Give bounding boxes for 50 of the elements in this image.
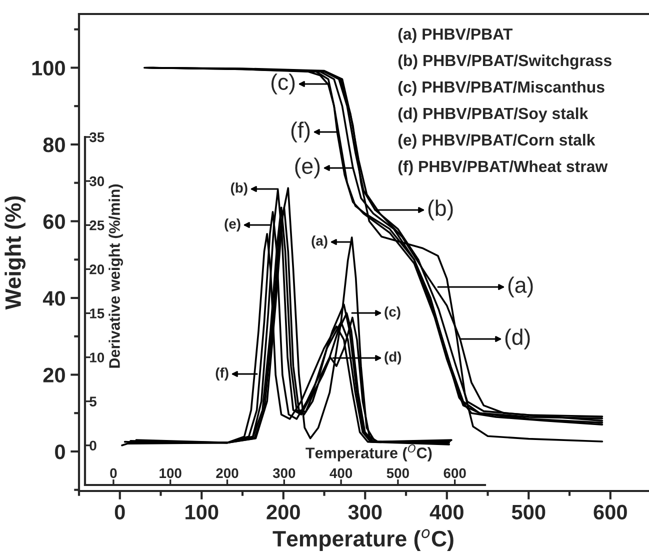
annotation: (c) xyxy=(384,306,400,320)
y-tick-label: 20 xyxy=(90,264,104,274)
x-tick-label: 600 xyxy=(594,504,627,520)
annotation: (c) xyxy=(271,74,295,94)
x-tick-label: 300 xyxy=(272,468,296,478)
annotation: (d) xyxy=(505,328,530,350)
y-tick-label: 100 xyxy=(32,60,65,76)
x-tick-label: 200 xyxy=(266,504,300,520)
annotation: (d) PHBV/PBAT/Soy stalk xyxy=(398,107,588,122)
x-axis-title: Temperature ($^{o}$C) xyxy=(272,529,454,551)
y-tick-label: 20 xyxy=(43,368,65,382)
y-tick-label: 15 xyxy=(90,308,104,318)
y-tick-label: 0 xyxy=(55,444,65,460)
x-tick-label: 100 xyxy=(160,468,182,478)
annotation: (e) xyxy=(295,158,320,178)
y-tick-label: 35 xyxy=(89,132,104,142)
y-axis-title: Weight (%) xyxy=(4,196,26,310)
y-tick-label: 0 xyxy=(90,440,96,451)
annotation: (b) xyxy=(230,182,248,196)
y-tick-label: 25 xyxy=(90,220,104,230)
x-tick-label: 600 xyxy=(444,468,466,478)
y-tick-label: 5 xyxy=(90,396,97,406)
annotation: (a) xyxy=(312,236,328,248)
y-tick-label: 10 xyxy=(90,352,104,362)
x-tick-label: 100 xyxy=(186,504,218,520)
annotation: (f) PHBV/PBAT/Wheat straw xyxy=(398,160,608,176)
annotation: (e) PHBV/PBAT/Corn stalk xyxy=(398,134,596,149)
x-tick-label: 500 xyxy=(512,504,546,520)
x-axis-title: Temperature ($^{O}$C) xyxy=(306,444,432,462)
annotation: (d) xyxy=(384,352,402,364)
y-tick-label: 40 xyxy=(42,290,65,306)
x-tick-label: 400 xyxy=(430,504,464,520)
annotation: (a) PHBV/PBAT xyxy=(398,28,513,43)
y-axis-title: Derivative weight (%/min) xyxy=(108,184,123,368)
x-tick-label: 0 xyxy=(110,468,117,478)
annotation: (b) xyxy=(428,200,453,220)
y-tick-label: 80 xyxy=(43,137,65,152)
annotation: (a) xyxy=(508,276,533,298)
annotation: (f) xyxy=(291,122,310,142)
x-tick-label: 0 xyxy=(114,504,125,520)
x-tick-label: 300 xyxy=(348,504,382,520)
annotation: (b) PHBV/PBAT/Switchgrass xyxy=(398,54,612,70)
y-tick-label: 30 xyxy=(89,176,104,186)
annotation: (f) xyxy=(216,368,228,380)
annotation: (e) xyxy=(224,218,240,232)
x-tick-label: 400 xyxy=(330,468,352,478)
annotation: (c) PHBV/PBAT/Miscanthus xyxy=(398,80,604,96)
y-tick-label: 60 xyxy=(43,214,65,229)
x-tick-label: 500 xyxy=(386,468,409,478)
x-tick-label: 200 xyxy=(216,468,238,478)
